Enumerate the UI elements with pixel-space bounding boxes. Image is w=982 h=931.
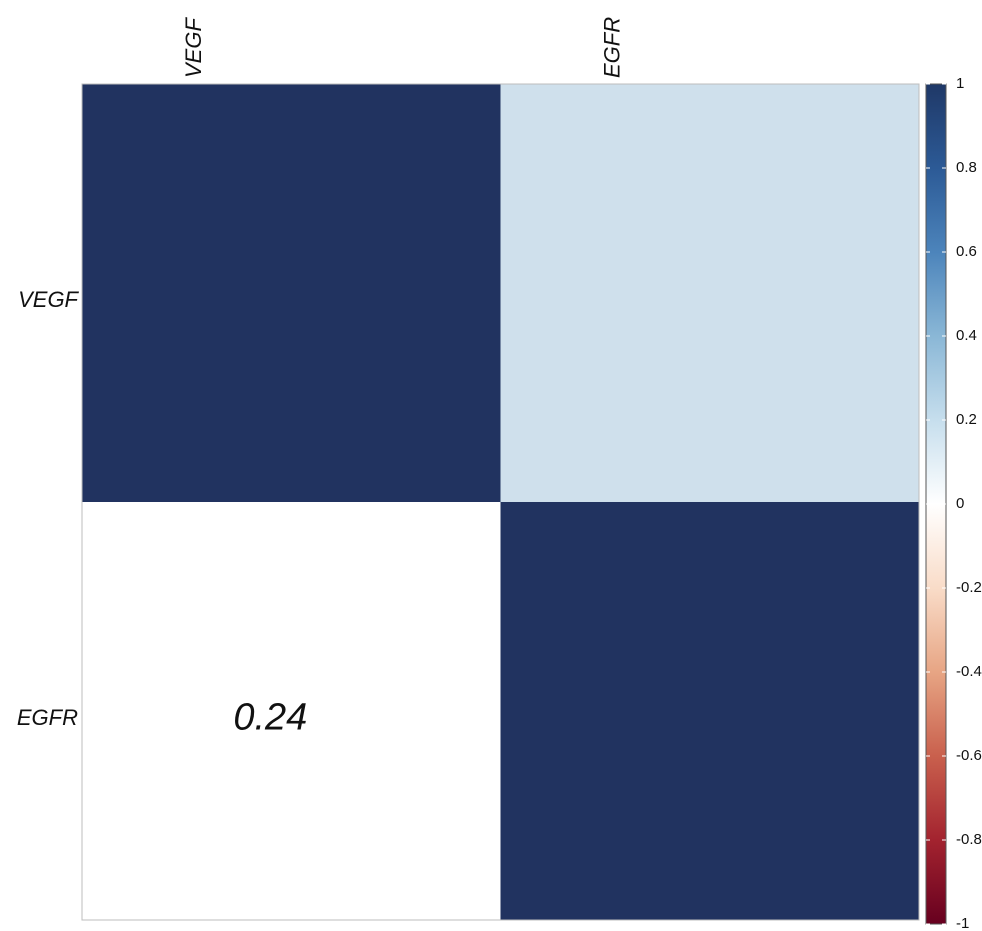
column-labels: VEGF EGFR	[181, 17, 625, 78]
colorbar-tick-label: 0	[956, 495, 964, 512]
colorbar-tick-label: 0.4	[956, 327, 977, 344]
heatmap-border	[81, 83, 920, 921]
colorbar-tick-label: -0.8	[956, 831, 982, 848]
colorbar-tick-label: -1	[956, 915, 969, 931]
colorbar-tick-label: -0.2	[956, 579, 982, 596]
heatmap-cells	[81, 83, 920, 921]
colorbar-tick-label: 0.8	[956, 159, 977, 176]
column-label-vegf: VEGF	[181, 17, 206, 78]
row-labels: VEGF EGFR	[17, 287, 80, 730]
colorbar-tick-label: -0.4	[956, 663, 982, 680]
column-label-egfr: EGFR	[599, 17, 624, 78]
heatmap-cell-values: 0.24	[233, 696, 307, 738]
row-label-egfr: EGFR	[17, 705, 78, 730]
colorbar-tick-label: 0.6	[956, 243, 977, 260]
heatmap-cell-vegf-egfr	[500, 84, 919, 502]
heatmap-cell-egfr-egfr	[500, 502, 919, 920]
colorbar-tick-label: 1	[956, 75, 964, 92]
colorbar-tick-label: 0.2	[956, 411, 977, 428]
row-label-vegf: VEGF	[18, 287, 79, 312]
heatmap-cell-egfr-vegf	[82, 502, 501, 920]
colorbar-tick-label: -0.6	[956, 747, 982, 764]
heatmap-cell-vegf-vegf	[82, 84, 501, 502]
colorbar-ticks: 1 0.8 0.6 0.4 0.2 0 -0.2 -0.4 -0.6 -0.8 -1	[926, 75, 982, 931]
cell-value-label: 0.24	[233, 696, 307, 738]
